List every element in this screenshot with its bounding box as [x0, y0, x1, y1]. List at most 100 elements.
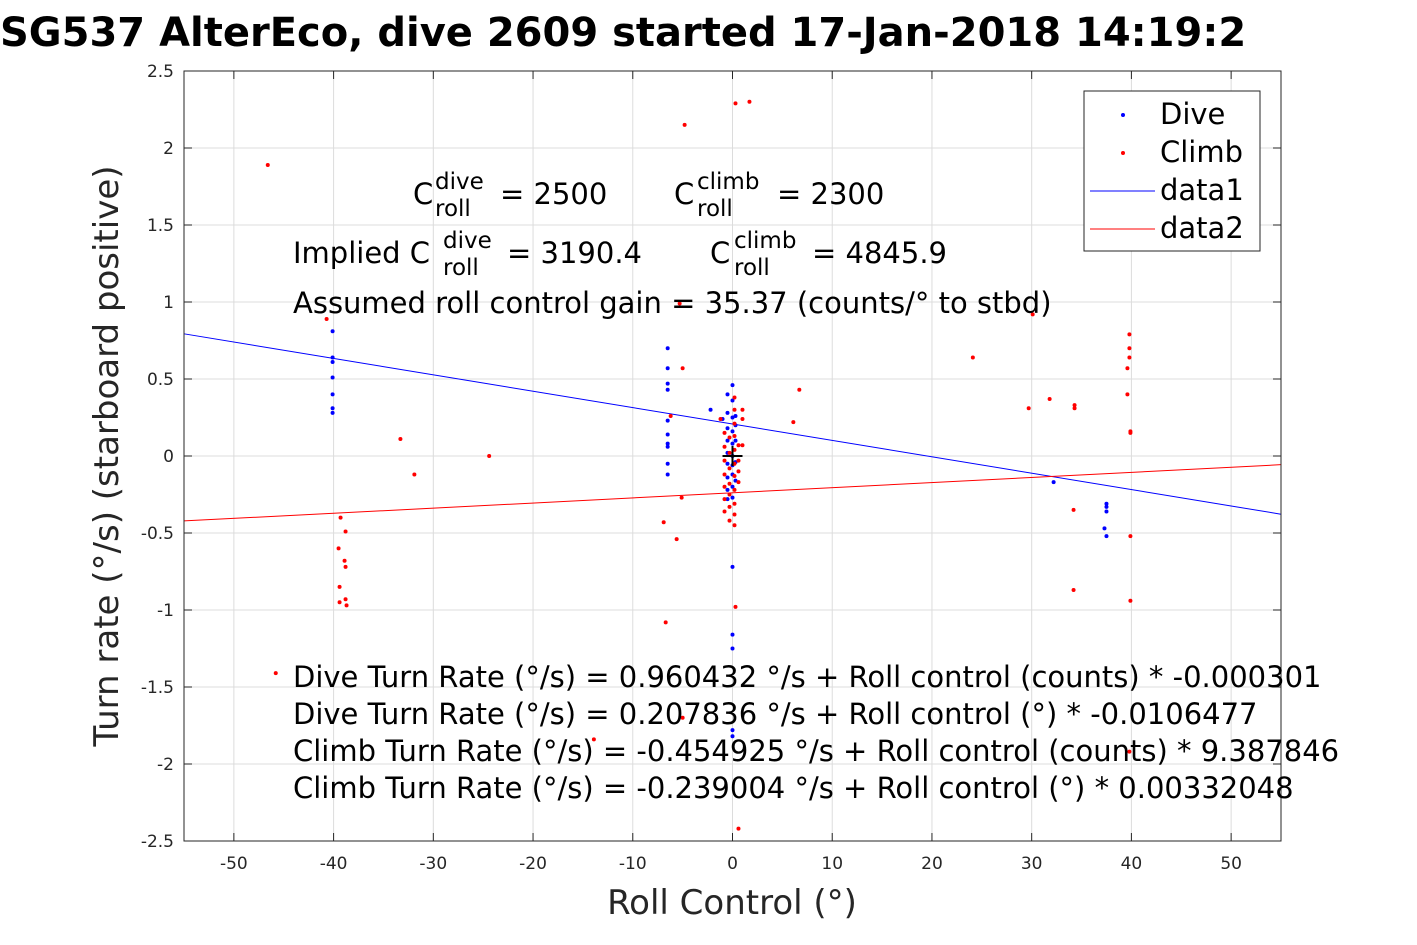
y-tick-label: -0.5	[141, 524, 174, 544]
climb-point	[661, 520, 666, 525]
climb-point	[273, 671, 278, 676]
implied-climb-letter: C	[710, 236, 730, 270]
climb-point	[343, 529, 348, 534]
dive-point	[330, 360, 335, 365]
dive-point	[665, 472, 670, 477]
climb-point	[663, 620, 668, 625]
dive-point	[665, 381, 670, 386]
climb-point	[722, 458, 727, 463]
climb-point	[680, 366, 685, 371]
y-tick-label: 1.5	[147, 216, 174, 236]
climb-point	[1128, 534, 1133, 539]
y-tick-label: -1.5	[141, 678, 174, 698]
y-tick-label: 2	[163, 139, 174, 159]
climb-point	[337, 600, 342, 605]
y-tick-label: 1	[163, 293, 174, 313]
equation-climb-degrees: Climb Turn Rate (°/s) = -0.239004 °/s + …	[293, 771, 1294, 805]
x-tick-label: 20	[921, 854, 943, 874]
climb-point	[727, 450, 732, 455]
dive-point	[330, 406, 335, 411]
climb-point	[740, 407, 745, 412]
implied-dive-sub: roll	[443, 255, 479, 281]
dive-point	[730, 429, 735, 434]
x-tick-label: 0	[727, 854, 738, 874]
dive-point	[730, 398, 735, 403]
dive-point	[665, 346, 670, 351]
climb-point	[1127, 749, 1132, 754]
dive-point	[730, 564, 735, 569]
c-roll-climb-letter: C	[674, 177, 694, 211]
climb-point	[1127, 355, 1132, 360]
climb-point	[722, 509, 727, 514]
x-tick-label: -50	[220, 854, 248, 874]
climb-point	[337, 584, 342, 589]
climb-point	[1047, 397, 1052, 402]
climb-point	[732, 512, 737, 517]
climb-point	[1125, 366, 1130, 371]
dive-point	[1051, 480, 1056, 485]
climb-point	[732, 501, 737, 506]
equation-dive-degrees: Dive Turn Rate (°/s) = 0.207836 °/s + Ro…	[293, 697, 1258, 731]
climb-point	[736, 480, 741, 485]
dive-point	[725, 487, 730, 492]
climb-point	[791, 420, 796, 425]
climb-point	[343, 564, 348, 569]
climb-point	[679, 495, 684, 500]
climb-point	[732, 421, 737, 426]
y-tick-label: -1	[157, 601, 174, 621]
data-points	[265, 99, 1133, 831]
climb-point	[736, 826, 741, 831]
climb-point	[1026, 406, 1031, 411]
dive-point	[730, 728, 735, 733]
climb-point	[338, 515, 343, 520]
c-roll-dive-value: = 2500	[500, 177, 607, 211]
climb-point	[324, 316, 329, 321]
fit-line-data2	[183, 464, 1282, 522]
legend-dive-marker	[1121, 113, 1125, 117]
climb-point	[722, 484, 727, 489]
climb-point	[727, 481, 732, 486]
climb-point	[970, 355, 975, 360]
dive-point	[725, 497, 730, 502]
dive-point	[725, 410, 730, 415]
dive-point	[665, 418, 670, 423]
dive-point	[1104, 501, 1109, 506]
climb-point	[1125, 392, 1130, 397]
fit-line-data1	[183, 333, 1282, 515]
climb-point	[722, 444, 727, 449]
climb-point	[718, 417, 723, 422]
dive-point	[730, 383, 735, 388]
dive-point	[330, 329, 335, 334]
dive-point	[1104, 509, 1109, 514]
implied-dive-sup: dive	[443, 228, 492, 254]
climb-point	[727, 504, 732, 509]
climb-point	[1071, 587, 1076, 592]
c-roll-dive-sup: dive	[435, 169, 484, 195]
dive-point	[665, 387, 670, 392]
climb-point	[732, 523, 737, 528]
x-axis-ticks: -50 -40 -30 -20 -10 0 10 20 30 40 50	[220, 71, 1242, 874]
dive-point	[708, 407, 713, 412]
dive-point	[665, 441, 670, 446]
climb-point	[336, 546, 341, 551]
climb-point	[591, 737, 596, 742]
dive-point	[725, 392, 730, 397]
legend-data1-label: data1	[1160, 173, 1244, 207]
dive-point	[330, 355, 335, 360]
climb-point	[732, 407, 737, 412]
chart-title: SG537 AlterEco, dive 2609 started 17-Jan…	[0, 10, 1246, 56]
climb-point	[1128, 429, 1133, 434]
legend-data2-label: data2	[1160, 211, 1244, 245]
climb-point	[677, 301, 682, 306]
climb-point	[736, 443, 741, 448]
c-roll-climb-value: = 2300	[777, 177, 884, 211]
climb-point	[1128, 598, 1133, 603]
climb-point	[342, 558, 347, 563]
x-tick-label: -10	[619, 854, 647, 874]
climb-point	[736, 469, 741, 474]
implied-climb-sup: climb	[734, 228, 796, 254]
equation-climb-counts: Climb Turn Rate (°/s) = -0.454925 °/s + …	[293, 734, 1339, 768]
dive-point	[1104, 534, 1109, 539]
climb-point	[412, 472, 417, 477]
c-roll-dive-letter: C	[413, 177, 433, 211]
